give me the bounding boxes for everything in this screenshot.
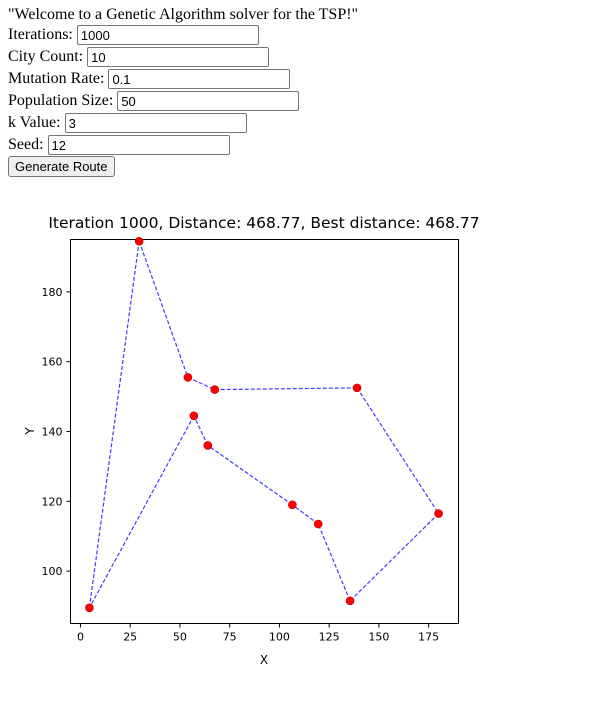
y-tick-label: 140 <box>42 426 63 439</box>
k-value-row: k Value: <box>8 112 247 134</box>
y-tick-label: 180 <box>42 286 63 299</box>
mutation-rate-input[interactable] <box>108 69 291 89</box>
city-point <box>85 603 94 613</box>
route-segment <box>356 387 440 514</box>
route-segment <box>187 376 216 391</box>
seed-row: Seed: <box>8 134 230 156</box>
generate-route-button[interactable]: Generate Route <box>8 156 115 177</box>
route-segment <box>88 241 140 608</box>
x-axis-label: X <box>260 653 268 667</box>
x-tick-label: 75 <box>223 631 237 644</box>
city-point <box>189 411 199 421</box>
population-size-row: Population Size: <box>8 90 300 112</box>
x-tick-label: 100 <box>269 631 290 644</box>
city-point <box>288 500 297 510</box>
seed-input[interactable] <box>47 135 230 155</box>
chart-title: Iteration 1000, Distance: 468.77, Best d… <box>48 214 479 232</box>
k-value-input[interactable] <box>64 113 247 133</box>
route-segment <box>349 513 440 602</box>
y-axis-label: Y <box>23 427 37 436</box>
x-tick-label: 25 <box>123 631 137 644</box>
welcome-text: "Welcome to a Genetic Algorithm solver f… <box>8 6 359 23</box>
route-segment <box>88 415 195 609</box>
city-point <box>210 385 220 394</box>
route-segment <box>138 241 189 378</box>
mutation-rate-label: Mutation Rate: <box>8 70 105 87</box>
route-chart: Iteration 1000, Distance: 468.77, Best d… <box>23 214 480 667</box>
iterations-label: Iterations: <box>8 26 73 43</box>
k-value-label: k Value: <box>8 114 61 131</box>
iterations-row: Iterations: <box>8 24 259 46</box>
y-tick-label: 160 <box>42 356 63 369</box>
plot-frame <box>70 239 459 624</box>
city-point <box>203 441 213 450</box>
seed-label: Seed: <box>8 136 44 153</box>
city-point <box>313 519 323 529</box>
city-point <box>434 509 443 518</box>
population-size-input[interactable] <box>117 91 300 111</box>
route-path-group <box>88 241 440 609</box>
y-tick-label: 120 <box>42 495 63 508</box>
city-point <box>134 236 144 246</box>
city-points-group <box>85 236 443 613</box>
city-point <box>345 596 355 606</box>
route-segment <box>214 387 358 391</box>
population-size-label: Population Size: <box>8 92 114 109</box>
city-count-row: City Count: <box>8 46 270 68</box>
x-tick-label: 50 <box>173 631 187 644</box>
x-tick-label: 150 <box>368 631 389 644</box>
route-segment <box>291 504 319 525</box>
iterations-input[interactable] <box>76 25 259 45</box>
x-tick-label: 175 <box>418 631 439 644</box>
route-segment <box>193 415 209 446</box>
route-segment <box>207 444 293 506</box>
x-tick-label: 125 <box>319 631 340 644</box>
city-point <box>183 373 193 382</box>
city-point <box>352 383 362 393</box>
city-count-label: City Count: <box>8 48 84 65</box>
y-tick-label: 100 <box>42 565 63 578</box>
mutation-rate-row: Mutation Rate: <box>8 68 291 90</box>
city-count-input[interactable] <box>87 47 270 67</box>
x-tick-label: 0 <box>77 631 84 644</box>
axis-ticks: 0 25 50 75 100 125 150 175 100 120 140 160 180 <box>42 286 440 644</box>
route-segment <box>317 523 351 602</box>
